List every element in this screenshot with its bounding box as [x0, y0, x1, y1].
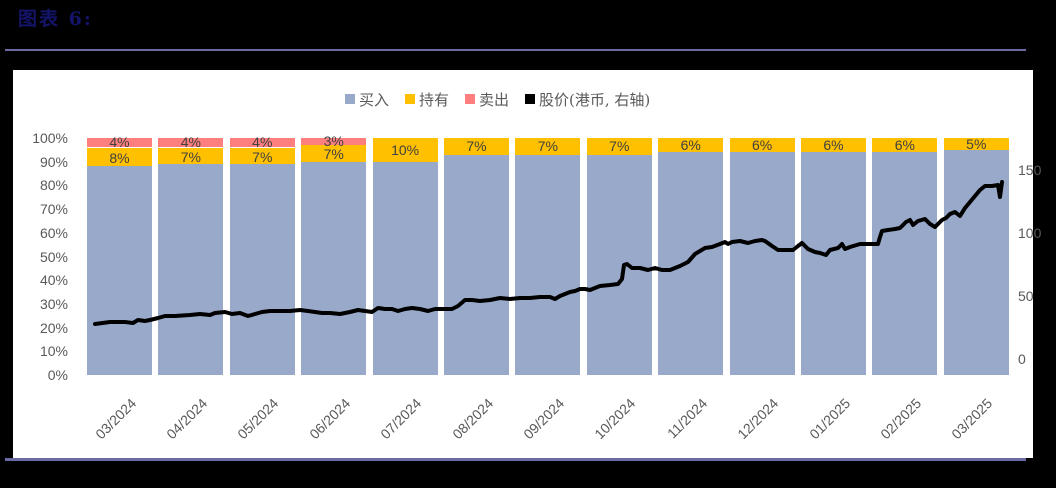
data-label: 7% — [537, 138, 558, 155]
bar-segment-buy — [158, 164, 224, 375]
price-line — [93, 180, 1004, 326]
legend-swatch-price-icon — [525, 94, 536, 104]
bar-segment-buy — [229, 164, 295, 375]
bar-segment-buy — [658, 152, 724, 375]
bar-segment-buy — [444, 154, 509, 375]
left-axis-tick: 40% — [39, 272, 68, 289]
left-axis-tick: 50% — [39, 248, 68, 265]
top-divider — [5, 49, 1026, 51]
bar-10-2024: 7% — [586, 138, 652, 375]
bar-08-2024: 7% — [444, 138, 509, 375]
bar-segment-buy — [729, 152, 795, 375]
bar-segment-buy — [301, 161, 367, 375]
left-axis-tick: 60% — [39, 224, 68, 241]
bar-segment-hold: 5% — [943, 135, 1009, 152]
bar-07-2024: 10% — [372, 138, 438, 375]
bar-segment-hold: 6% — [872, 137, 938, 154]
left-axis-tick: 100% — [32, 130, 68, 146]
bar-segment-sell: 4% — [87, 133, 152, 150]
bar-segment-buy — [586, 154, 652, 375]
legend-swatch-buy-icon — [345, 94, 355, 104]
data-label: 3% — [323, 132, 344, 149]
data-label: 10% — [391, 141, 420, 158]
bar-segment-hold: 7% — [229, 147, 295, 165]
legend-label: 持有 — [419, 90, 450, 109]
bottom-divider — [5, 458, 1026, 461]
left-axis-tick: 70% — [39, 201, 68, 218]
data-label: 8% — [109, 149, 130, 166]
left-axis-tick: 10% — [39, 343, 68, 360]
bar-segment-buy — [515, 154, 581, 375]
data-label: 7% — [323, 146, 344, 163]
bar-segment-hold: 6% — [729, 137, 795, 154]
bar-segment-sell: 4% — [229, 133, 295, 150]
left-axis-tick: 20% — [39, 319, 68, 336]
bar-segment-hold: 7% — [586, 138, 652, 155]
data-label: 6% — [680, 137, 701, 154]
bar-segment-hold: 7% — [158, 147, 224, 165]
figure-title: 图表 6: — [18, 8, 93, 30]
bar-06-2024: 7% 3% — [301, 134, 367, 375]
left-axis-tick: 0% — [47, 367, 68, 383]
data-label: 6% — [894, 137, 915, 154]
data-label: 7% — [466, 138, 487, 155]
legend-swatch-hold-icon — [405, 94, 416, 104]
bar-05-2024: 7% 4% — [229, 133, 295, 375]
chart-legend: 买入 持有 卖出 股价(港币, 右轴) — [345, 88, 650, 110]
bar-02-2025: 6% — [872, 137, 938, 375]
bar-01-2025: 6% — [801, 138, 866, 375]
bar-segment-hold: 10% — [372, 138, 438, 162]
legend-label: 卖出 — [479, 90, 510, 109]
data-label: 6% — [751, 137, 773, 154]
bar-11-2024: 6% — [658, 137, 724, 375]
left-axis-tick: 90% — [39, 153, 68, 170]
bar-segment-buy — [801, 152, 866, 375]
legend-item-price: 股价(港币, 右轴) — [525, 89, 650, 110]
bar-segment-sell: 4% — [158, 133, 224, 150]
left-axis-tick: 30% — [39, 295, 68, 312]
bar-04-2024: 7% 4% — [158, 133, 224, 375]
data-label: 5% — [966, 135, 987, 152]
data-label: 4% — [252, 133, 273, 150]
right-axis-tick: 150 — [1018, 162, 1042, 178]
bar-segment-hold: 7% — [301, 145, 367, 163]
data-label: 7% — [180, 148, 201, 165]
right-axis-tick: 100 — [1018, 225, 1042, 241]
bar-segment-sell: 3% — [301, 134, 367, 148]
legend-item-buy: 买入 — [345, 89, 389, 110]
data-label: 4% — [109, 133, 130, 150]
legend-item-hold: 持有 — [405, 89, 449, 110]
bar-03-2024: 8% 4% — [87, 133, 152, 375]
left-axis-tick: 80% — [39, 177, 68, 194]
bar-segment-hold: 6% — [658, 137, 724, 154]
legend-label: 股价(港币, 右轴) — [539, 90, 651, 109]
data-label: 4% — [180, 133, 201, 150]
legend-swatch-sell-icon — [465, 94, 476, 104]
legend-item-sell: 卖出 — [465, 89, 509, 110]
bar-segment-hold: 8% — [87, 147, 152, 167]
right-axis-tick: 0 — [1018, 351, 1026, 367]
bar-segment-buy — [872, 152, 938, 375]
legend-label: 买入 — [359, 90, 390, 109]
right-axis-tick: 50 — [1018, 288, 1034, 304]
bar-09-2024: 7% — [515, 138, 581, 375]
bar-12-2024: 6% — [729, 137, 795, 375]
bar-segment-hold: 7% — [515, 138, 581, 155]
bar-segment-hold: 6% — [801, 137, 866, 154]
data-label: 7% — [609, 138, 630, 155]
bar-segment-hold: 7% — [444, 138, 509, 155]
bar-segment-buy — [372, 161, 438, 375]
data-label: 6% — [823, 137, 844, 154]
bar-segment-buy — [87, 166, 152, 375]
data-label: 7% — [252, 148, 273, 165]
